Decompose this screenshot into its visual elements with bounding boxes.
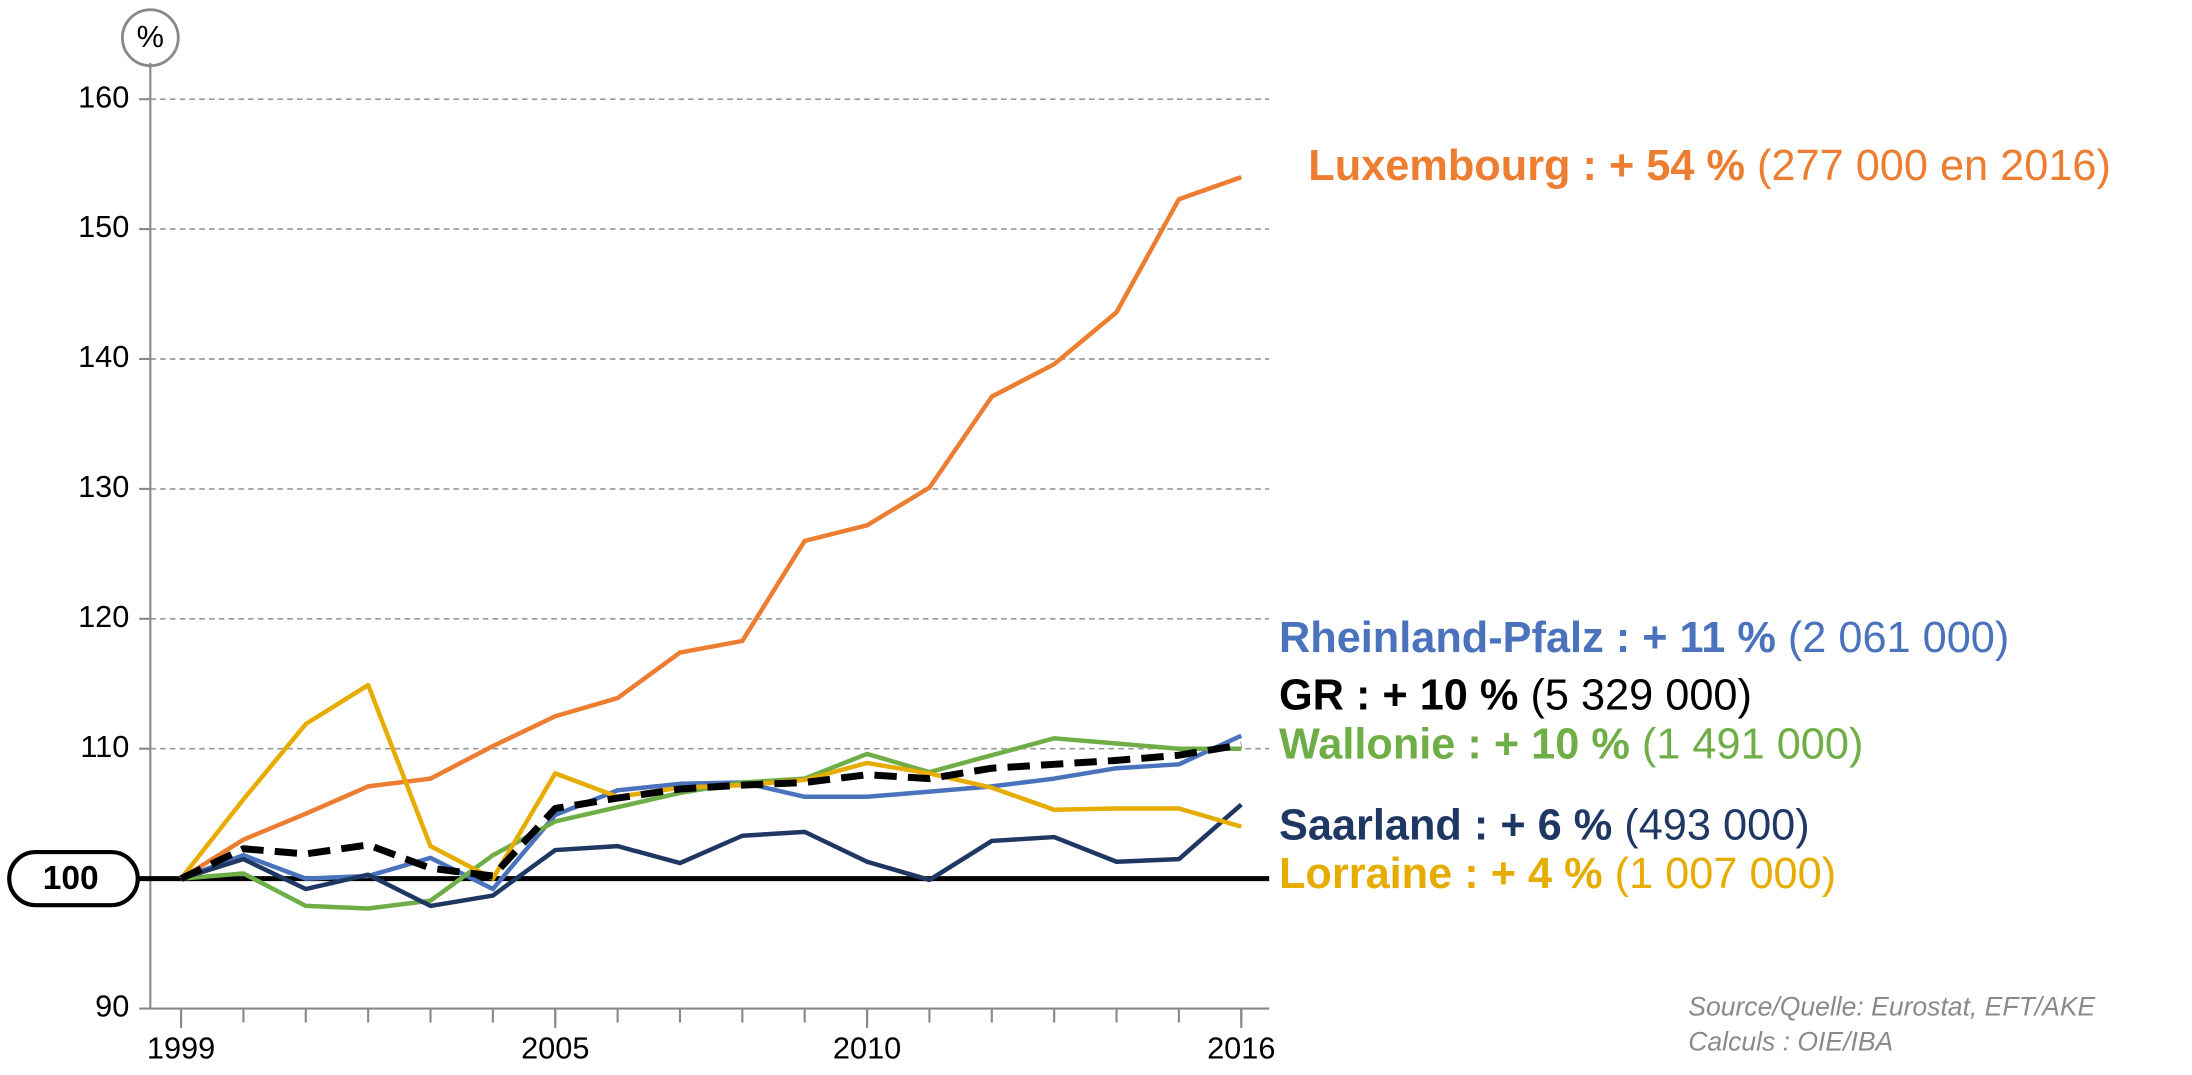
x-tick-label: 1999	[147, 1031, 215, 1066]
y-tick-label: 90	[95, 989, 129, 1024]
series-name: Rheinland-Pfalz : + 11 %	[1279, 615, 1776, 663]
y-axis-label: %	[137, 19, 164, 54]
y-tick-label: 160	[78, 79, 129, 114]
x-tick-label: 2010	[833, 1031, 901, 1066]
series-label: Saarland : + 6 % (493 000)	[1279, 802, 1810, 850]
y-tick-label: 100	[43, 860, 99, 897]
y-tick-label: 150	[78, 209, 129, 244]
series-line	[179, 175, 1243, 881]
series-annotation: (2 061 000)	[1788, 615, 2009, 663]
series-name: Wallonie : + 10 %	[1279, 721, 1630, 769]
series-label: Lorraine : + 4 % (1 007 000)	[1279, 851, 1836, 899]
series-name: Lorraine : + 4 %	[1279, 851, 1603, 899]
series-annotation: (1 491 000)	[1642, 721, 1863, 769]
y-tick-label: 140	[78, 339, 129, 374]
series-annotation: (493 000)	[1624, 802, 1809, 850]
series-line	[180, 733, 1243, 892]
series-label: Rheinland-Pfalz : + 11 % (2 061 000)	[1279, 615, 2009, 663]
series-annotation: (277 000 en 2016)	[1757, 142, 2111, 190]
x-tick-label: 2016	[1207, 1031, 1275, 1066]
series-line	[180, 802, 1243, 909]
series-annotation: (5 329 000)	[1530, 672, 1751, 720]
series-name: Luxembourg : + 54 %	[1308, 142, 1745, 190]
source-note: Calculs : OIE/IBA	[1688, 1026, 1893, 1056]
series-name: Saarland : + 6 %	[1279, 802, 1612, 850]
series-label: Wallonie : + 10 % (1 491 000)	[1279, 721, 1863, 769]
x-tick-label: 2005	[521, 1031, 589, 1066]
series-name: GR : + 10 %	[1279, 672, 1518, 720]
series-label: Luxembourg : + 54 % (277 000 en 2016)	[1308, 142, 2111, 190]
series-line	[179, 741, 1242, 882]
series-annotation: (1 007 000)	[1615, 851, 1836, 899]
y-tick-label: 110	[80, 729, 129, 764]
source-note: Source/Quelle: Eurostat, EFT/AKE	[1688, 992, 2095, 1022]
y-tick-label: 130	[78, 469, 129, 504]
y-tick-label: 120	[78, 599, 129, 634]
series-label: GR : + 10 % (5 329 000)	[1279, 672, 1752, 720]
